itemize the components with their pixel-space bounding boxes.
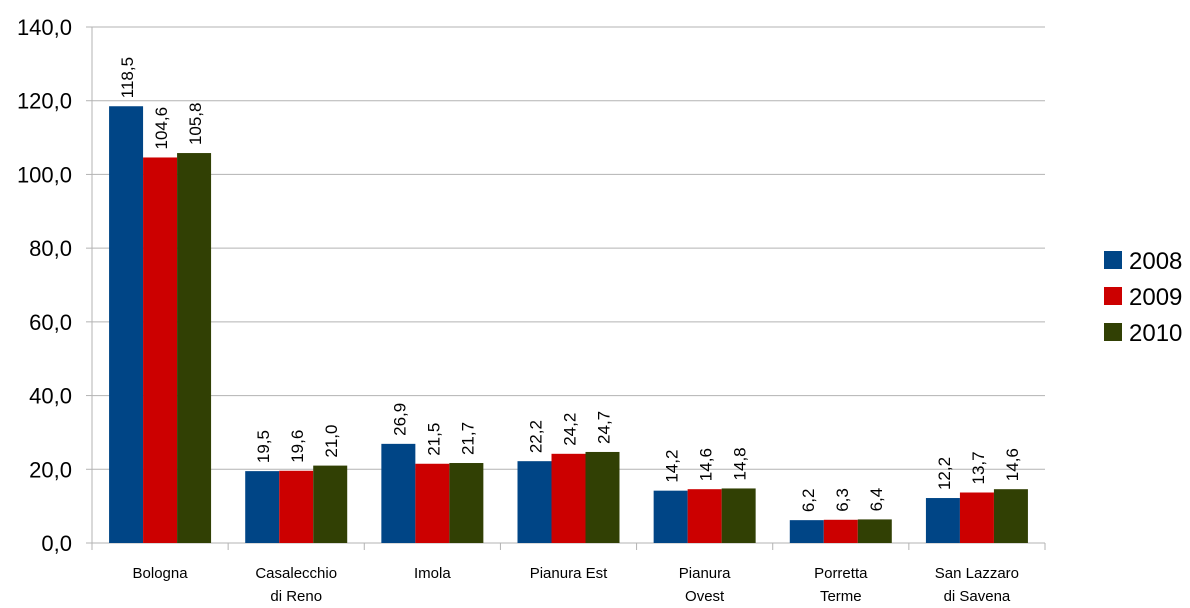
x-tick-label: Casalecchio di Reno [255,565,337,603]
legend-swatch [1104,323,1122,341]
y-tick-label: 100,0 [17,162,72,187]
x-tick-label: Bologna [133,565,189,582]
data-label: 24,7 [595,411,614,444]
bar-2009 [687,489,722,543]
x-tick-label: Pianura Est [530,565,608,582]
bar-2010 [585,451,620,543]
data-label: 105,8 [186,103,205,146]
data-label: 118,5 [118,57,137,98]
data-label: 14,6 [1003,448,1022,481]
data-label: 12,2 [935,457,954,490]
legend-label: 2010 [1129,320,1182,347]
data-label: 14,8 [731,447,750,480]
data-label: 21,5 [424,423,443,456]
bars [109,106,1028,543]
bar-2009 [279,470,314,543]
bar-2010 [721,488,756,543]
y-tick-label: 80,0 [29,236,72,261]
bar-2008 [245,471,280,543]
bar-2009 [143,157,178,543]
data-label: 14,6 [697,448,716,481]
data-label: 6,4 [867,488,886,512]
y-tick-label: 120,0 [17,89,72,114]
legend-label: 2008 [1129,248,1182,275]
data-label: 19,6 [288,430,307,463]
y-tick-label: 40,0 [29,384,72,409]
y-tick-label: 140,0 [17,15,72,40]
bar-2010 [993,489,1028,543]
data-labels: 118,5 104,6 105,8 19,5 19,6 21,0 26,9 21,5 21,7 2… [118,57,1022,512]
data-label: 104,6 [152,107,171,150]
y-tick-label: 0,0 [41,531,72,556]
legend: 2008 2009 2010 [1104,248,1182,347]
bar-2010 [313,465,348,543]
bar-2009 [415,463,450,543]
data-label: 6,3 [833,488,852,512]
bar-2008 [109,106,144,543]
bar-2010 [449,463,484,543]
legend-label: 2009 [1129,284,1182,311]
x-tick-label: San Lazzaro di Savena [935,565,1019,603]
data-label: 6,2 [799,489,818,513]
data-label: 22,2 [527,420,546,453]
bar-2008 [789,520,824,543]
data-label: 13,7 [969,451,988,484]
bar-2008 [653,490,688,543]
x-tick-label: Pianura Ovest [679,565,731,603]
bar-2008 [925,498,960,543]
data-label: 24,2 [561,413,580,446]
y-tick-label: 20,0 [29,457,72,482]
bar-2008 [517,461,552,543]
bar-2009 [959,492,994,543]
bar-2010 [857,519,892,543]
legend-swatch [1104,287,1122,305]
data-label: 26,9 [390,403,409,436]
bar-2009 [823,519,858,543]
gridlines [92,26,1045,470]
data-label: 19,5 [254,430,273,463]
data-label: 21,0 [322,425,341,458]
bar-2008 [381,443,416,543]
data-label: 14,2 [663,450,682,483]
legend-swatch [1104,251,1122,269]
x-tick-label: Imola [414,565,451,582]
y-tick-label: 60,0 [29,310,72,335]
x-tick-label: Porretta Terme [814,565,868,603]
data-label: 21,7 [458,422,477,455]
bar-2010 [177,153,212,543]
bar-2009 [551,453,586,543]
